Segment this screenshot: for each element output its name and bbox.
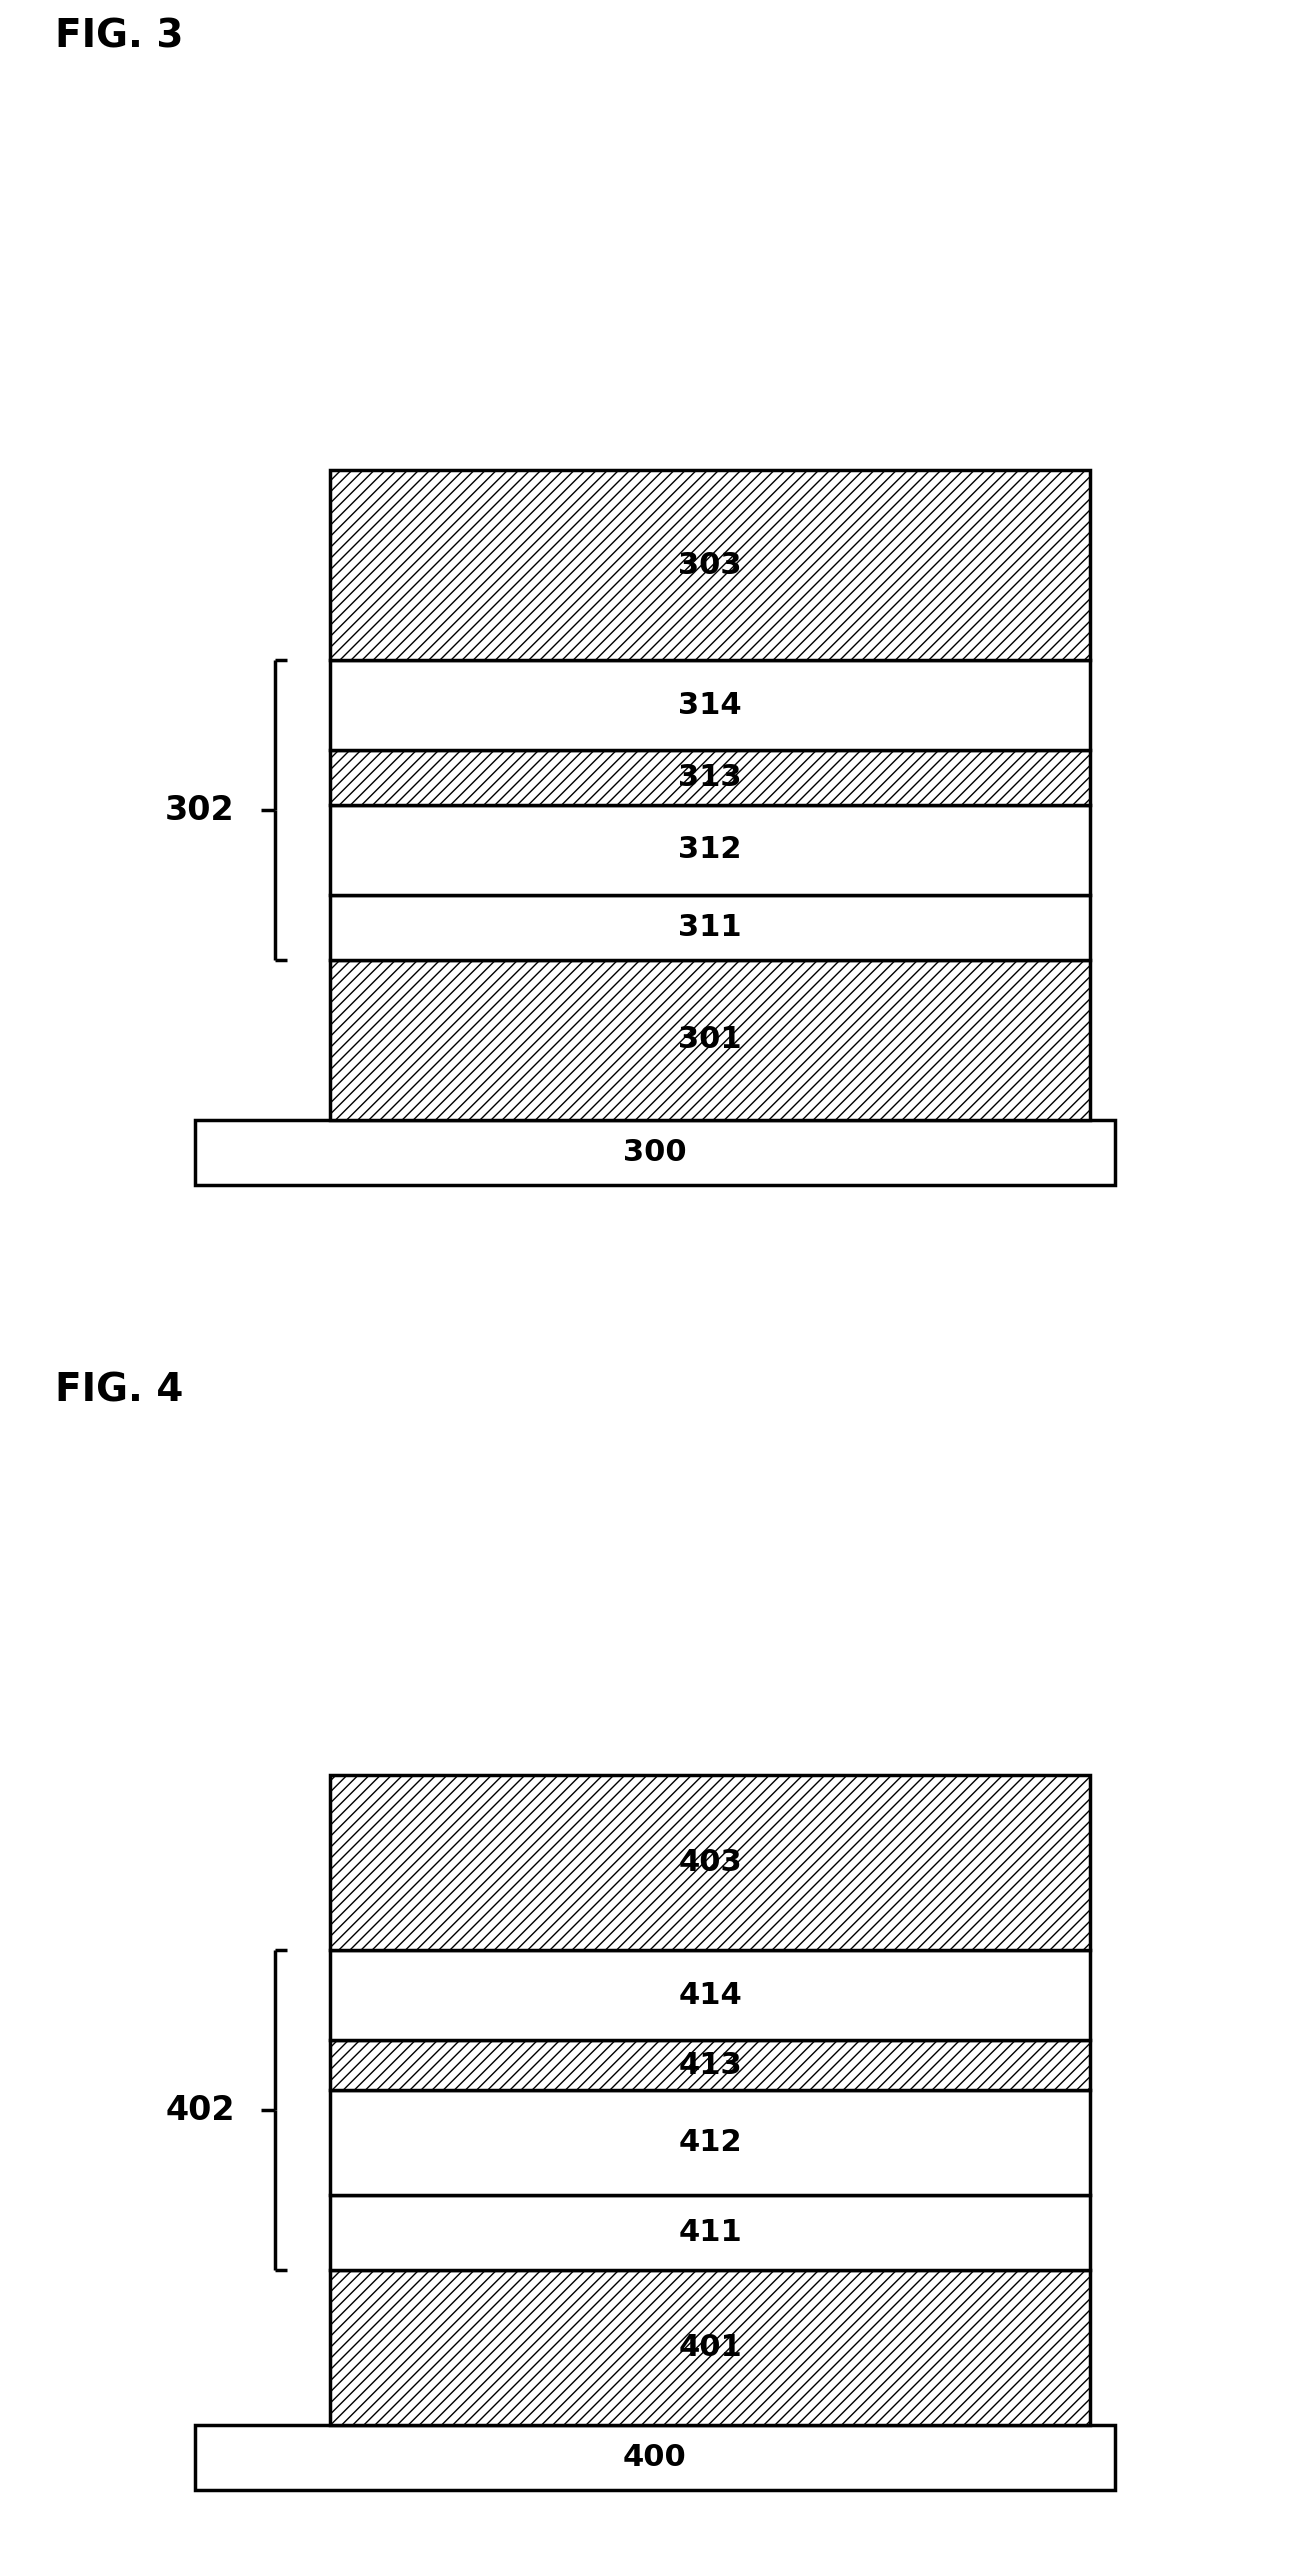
Bar — [330, 2089, 1091, 2195]
Bar — [330, 961, 1091, 1121]
Bar — [195, 1121, 1115, 1185]
Text: 313: 313 — [678, 763, 742, 792]
Bar — [330, 660, 1091, 750]
Text: 311: 311 — [678, 912, 742, 943]
Text: FIG. 3: FIG. 3 — [55, 18, 184, 54]
Text: 312: 312 — [678, 835, 742, 864]
Text: 400: 400 — [623, 2444, 687, 2472]
Text: 301: 301 — [678, 1025, 742, 1054]
Bar — [330, 2195, 1091, 2269]
Bar — [330, 1951, 1091, 2041]
Text: 411: 411 — [678, 2218, 742, 2246]
Bar — [195, 2426, 1115, 2490]
Bar — [330, 750, 1091, 804]
Text: 413: 413 — [678, 2051, 742, 2079]
Text: 403: 403 — [678, 1848, 742, 1876]
Text: 314: 314 — [678, 691, 742, 720]
Bar — [330, 1776, 1091, 1951]
Text: 401: 401 — [678, 2334, 742, 2362]
Text: 414: 414 — [678, 1981, 742, 2010]
Bar — [330, 470, 1091, 660]
Text: 412: 412 — [678, 2128, 742, 2156]
Text: 402: 402 — [166, 2095, 235, 2125]
Text: FIG. 4: FIG. 4 — [55, 1372, 183, 1411]
Text: 303: 303 — [678, 550, 742, 578]
Bar — [330, 2269, 1091, 2426]
Bar — [330, 2041, 1091, 2089]
Text: 302: 302 — [165, 794, 235, 828]
Bar — [330, 804, 1091, 894]
Bar — [330, 894, 1091, 961]
Text: 300: 300 — [623, 1139, 687, 1167]
